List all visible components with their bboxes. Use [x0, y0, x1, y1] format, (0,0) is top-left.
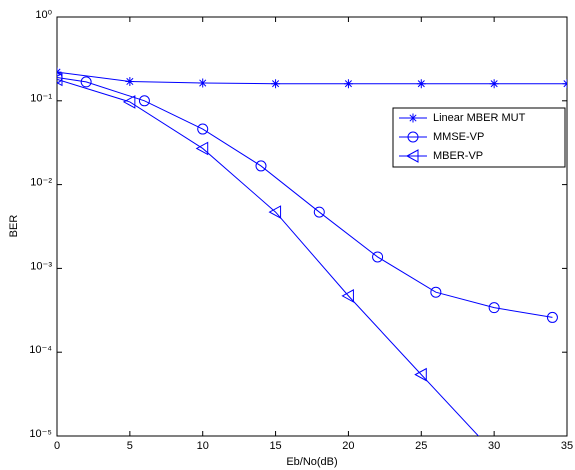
series-line [57, 76, 553, 318]
plot-area [56, 16, 568, 437]
marker [488, 302, 500, 314]
marker [562, 79, 567, 89]
legend-label: MMSE-VP [433, 131, 484, 143]
x-tick-label: 25 [415, 440, 427, 452]
marker [407, 131, 419, 143]
x-tick-label: 35 [561, 440, 573, 452]
marker [372, 251, 384, 263]
marker [546, 311, 558, 323]
x-tick-label: 10 [197, 440, 209, 452]
y-tick-label: 10⁰ [35, 9, 52, 21]
marker [80, 76, 92, 88]
marker [255, 160, 267, 172]
y-tick-label: 10⁻¹ [30, 93, 52, 105]
x-tick-label: 5 [127, 440, 133, 452]
plot-content [57, 67, 567, 436]
marker [341, 289, 354, 303]
x-axis-label: Eb/No(dB) [286, 456, 337, 468]
marker [416, 79, 426, 89]
series-line [57, 71, 567, 85]
marker [489, 79, 499, 89]
x-tick-label: 30 [488, 440, 500, 452]
marker [405, 149, 419, 163]
marker [198, 78, 208, 88]
x-tick-label: 20 [342, 440, 354, 452]
y-tick-label: 10⁻⁴ [29, 344, 52, 356]
marker [414, 367, 427, 382]
marker [138, 95, 150, 107]
marker [313, 206, 325, 218]
marker [343, 79, 353, 89]
y-tick-label: 10⁻² [30, 177, 52, 189]
y-axis-label: BER [8, 215, 20, 238]
marker [271, 79, 281, 89]
marker [57, 72, 63, 87]
legend-label: Linear MBER MUT [433, 112, 526, 124]
legend-label: MBER-VP [433, 150, 483, 162]
series-line [57, 78, 480, 436]
marker [195, 141, 209, 156]
y-tick-label: 10⁻⁵ [29, 428, 52, 440]
marker [430, 286, 442, 298]
marker [125, 76, 135, 86]
x-tick-label: 15 [269, 440, 281, 452]
marker [408, 113, 418, 123]
marker [268, 205, 282, 219]
marker [197, 123, 209, 135]
x-tick-label: 0 [54, 440, 60, 452]
y-tick-label: 10⁻³ [30, 260, 52, 272]
marker [122, 95, 136, 109]
